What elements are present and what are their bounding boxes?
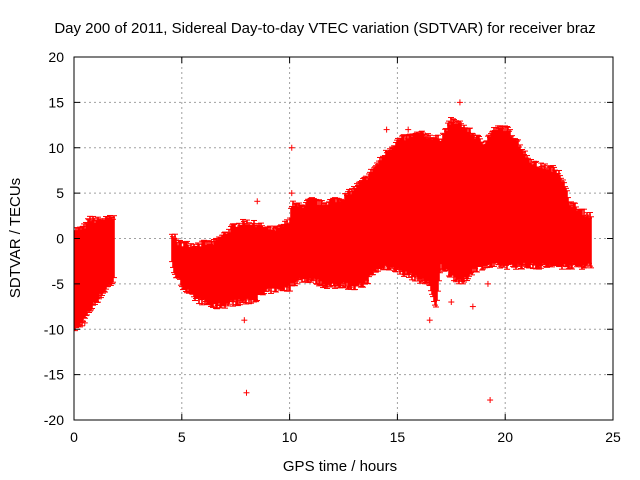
x-axis-title: GPS time / hours [283, 458, 397, 475]
outlier-point [254, 198, 261, 205]
x-tick-label: 0 [70, 429, 78, 445]
outlier-point [487, 397, 494, 404]
outlier-point [456, 99, 463, 106]
outlier-point [383, 126, 390, 133]
outlier-point [288, 144, 295, 151]
y-tick-label: -20 [44, 412, 64, 428]
outlier-point [484, 280, 491, 287]
data-points [74, 99, 594, 404]
axis-ticks: 0 5 10 15 20 25 -20 -15 -10 -5 0 5 10 15 20 [44, 49, 621, 445]
series-sdtvar [74, 99, 594, 404]
outlier-point [426, 317, 433, 324]
chart-title: Day 200 of 2011, Sidereal Day-to-day VTE… [54, 20, 595, 37]
y-tick-label: -5 [52, 276, 65, 292]
y-axis-title: SDTVAR / TECUs [7, 178, 24, 298]
x-tick-label: 10 [282, 429, 298, 445]
outlier-point [241, 317, 248, 324]
outlier-point [469, 303, 476, 310]
x-tick-label: 20 [497, 429, 513, 445]
x-tick-label: 15 [390, 429, 406, 445]
outlier-point [288, 190, 295, 197]
y-tick-label: -10 [44, 321, 64, 337]
outlier-point [243, 389, 250, 396]
x-tick-label: 25 [605, 429, 621, 445]
outlier-point [448, 299, 455, 306]
y-tick-label: 15 [48, 94, 64, 110]
y-tick-label: 20 [48, 49, 64, 65]
y-tick-label: -15 [44, 367, 64, 383]
x-tick-label: 5 [178, 429, 186, 445]
y-tick-label: 10 [48, 140, 64, 156]
y-tick-label: 5 [56, 185, 64, 201]
outlier-point [81, 319, 88, 326]
outlier-point [405, 126, 412, 133]
y-tick-label: 0 [56, 231, 64, 247]
